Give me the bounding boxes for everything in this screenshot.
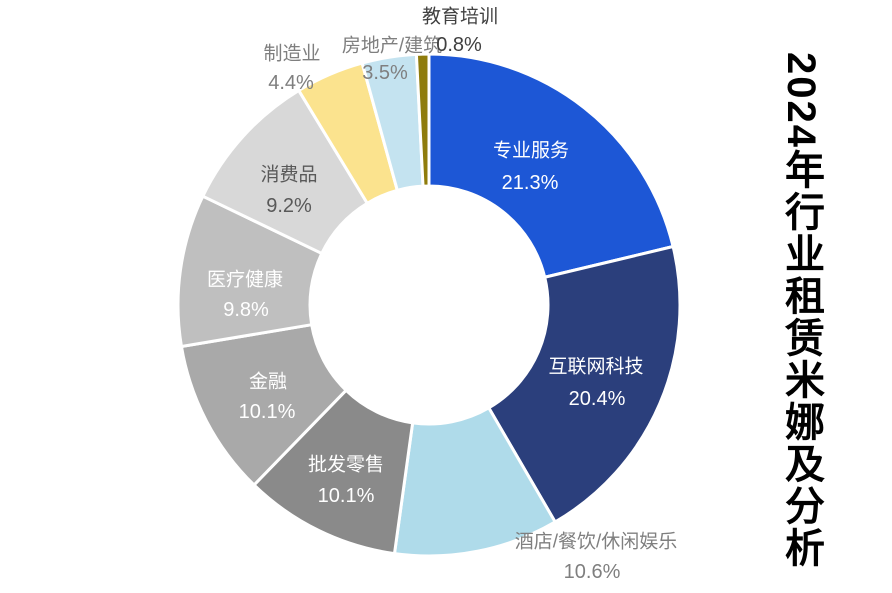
slice-value-4: 10.1% — [239, 401, 296, 423]
pie-slice-1 — [487, 245, 682, 524]
slice-label-2: 酒店/餐饮/休闲娱乐 — [515, 531, 678, 553]
slice-label-6: 消费品 — [260, 164, 317, 186]
slice-value-9: 0.8% — [436, 34, 482, 56]
slice-label-1: 互联网科技 — [548, 356, 643, 378]
slice-value-7: 4.4% — [268, 72, 314, 94]
slice-label-8: 房地产/建筑 — [342, 35, 442, 57]
slice-value-8: 3.5% — [362, 62, 408, 84]
slice-value-0: 21.3% — [502, 172, 559, 194]
slice-label-3: 批发零售 — [308, 454, 384, 476]
slice-value-2: 10.6% — [564, 561, 621, 583]
pie-slice-0 — [427, 52, 675, 279]
slice-value-3: 10.1% — [318, 485, 375, 507]
slice-label-9: 教育培训 — [422, 6, 498, 28]
pie-slice-9 — [414, 52, 431, 188]
slice-label-4: 金融 — [249, 371, 287, 393]
slice-label-5: 医疗健康 — [207, 269, 283, 291]
slice-value-6: 9.2% — [266, 195, 312, 217]
donut-chart: 专业服务 21.3% 互联网科技 20.4% 酒店/餐饮/休闲娱乐 10.6% 批发零售 10… — [176, 6, 682, 583]
slice-value-5: 9.8% — [223, 299, 269, 321]
slice-label-7: 制造业 — [263, 43, 320, 65]
chart-title: 2024年行业租赁米娜及分析 — [779, 52, 823, 569]
slice-value-1: 20.4% — [569, 388, 626, 410]
slice-label-0: 专业服务 — [493, 140, 569, 162]
